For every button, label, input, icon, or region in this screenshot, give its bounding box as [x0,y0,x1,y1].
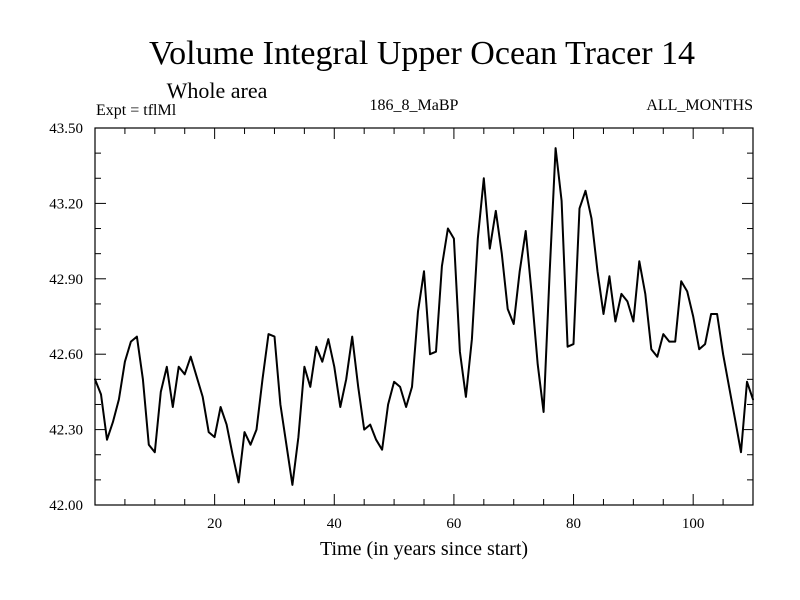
y-tick-label: 42.30 [49,423,83,439]
x-tick-label: 40 [327,516,342,532]
run-label: 186_8_MaBP [370,97,459,114]
x-tick-label: 80 [566,516,581,532]
y-tick-label: 42.60 [49,347,83,363]
x-axis-label: Time (in years since start) [320,538,528,560]
series-line [94,147,754,486]
plot-frame [94,127,754,506]
y-tick-label: 42.90 [49,272,83,288]
plot-area: 20 40 60 80 100 42.00 42.30 42.60 42.90 43.20 43.5… [49,121,754,532]
y-tick-label: 43.50 [49,121,83,137]
chart-title: Volume Integral Upper Ocean Tracer 14 [149,35,695,72]
expt-label: Expt = tflMl [96,102,177,119]
x-tick-label: 20 [207,516,222,532]
y-tick-label: 43.20 [49,196,83,212]
months-label: ALL_MONTHS [646,97,753,114]
y-tick-label: 42.00 [49,498,83,514]
x-tick-label: 100 [682,516,705,532]
chart-subtitle: Whole area [167,78,268,103]
x-tick-label: 60 [446,516,461,532]
